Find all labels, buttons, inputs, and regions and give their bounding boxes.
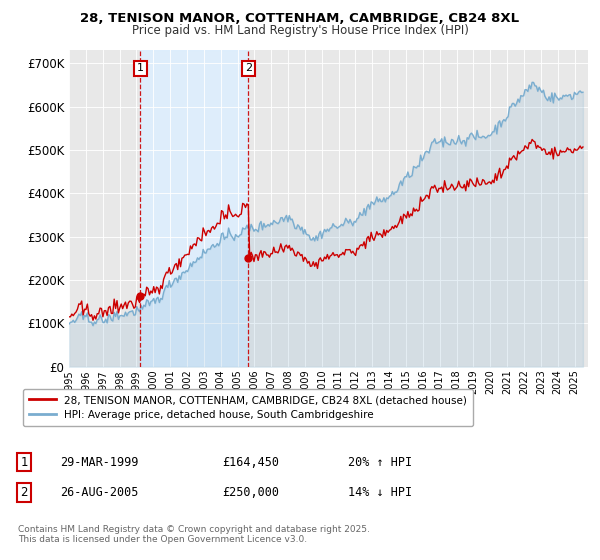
Text: 2: 2 <box>20 486 28 500</box>
Text: £164,450: £164,450 <box>222 455 279 469</box>
Text: £250,000: £250,000 <box>222 486 279 500</box>
Text: 26-AUG-2005: 26-AUG-2005 <box>60 486 139 500</box>
Text: 2: 2 <box>245 63 252 73</box>
Text: 1: 1 <box>137 63 144 73</box>
Text: Price paid vs. HM Land Registry's House Price Index (HPI): Price paid vs. HM Land Registry's House … <box>131 24 469 36</box>
Text: 28, TENISON MANOR, COTTENHAM, CAMBRIDGE, CB24 8XL: 28, TENISON MANOR, COTTENHAM, CAMBRIDGE,… <box>80 12 520 25</box>
Text: 14% ↓ HPI: 14% ↓ HPI <box>348 486 412 500</box>
Text: 29-MAR-1999: 29-MAR-1999 <box>60 455 139 469</box>
Text: Contains HM Land Registry data © Crown copyright and database right 2025.
This d: Contains HM Land Registry data © Crown c… <box>18 525 370 544</box>
Legend: 28, TENISON MANOR, COTTENHAM, CAMBRIDGE, CB24 8XL (detached house), HPI: Average: 28, TENISON MANOR, COTTENHAM, CAMBRIDGE,… <box>23 389 473 426</box>
Text: 1: 1 <box>20 455 28 469</box>
Bar <box>140 50 248 367</box>
Text: 20% ↑ HPI: 20% ↑ HPI <box>348 455 412 469</box>
